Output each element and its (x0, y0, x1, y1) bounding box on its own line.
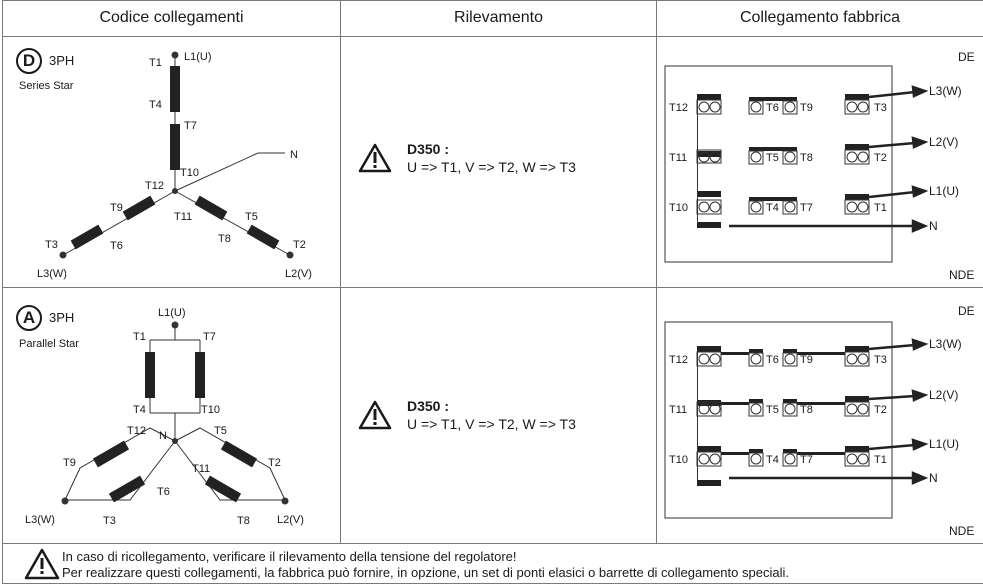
svg-text:T2: T2 (874, 152, 887, 164)
svg-text:T3: T3 (874, 354, 887, 366)
out-l2: L2(V) (929, 388, 958, 402)
nde-label: NDE (949, 268, 975, 282)
svg-text:T10: T10 (669, 454, 688, 466)
winding-blocks (70, 66, 280, 250)
label-t8: T8 (218, 233, 231, 245)
out-l1: L1(U) (929, 437, 959, 451)
label-l2: L2(V) (277, 514, 304, 526)
svg-text:T8: T8 (800, 152, 813, 164)
svg-text:T8: T8 (800, 404, 813, 416)
de-label: DE (958, 304, 975, 318)
de-label: DE (958, 50, 975, 64)
svg-text:T4: T4 (766, 454, 779, 466)
svg-text:T10: T10 (669, 202, 688, 214)
label-t12: T12 (145, 180, 164, 192)
label-t10: T10 (180, 167, 199, 179)
header-rilevamento: Rilevamento (454, 9, 543, 26)
header-codice: Codice collegamenti (99, 9, 244, 26)
out-n: N (929, 219, 938, 233)
label-t1: T1 (133, 331, 146, 343)
out-l1: L1(U) (929, 184, 959, 198)
svg-text:T11: T11 (669, 152, 687, 164)
footer-warning-icon (24, 548, 60, 580)
svg-text:T5: T5 (766, 404, 779, 416)
svg-text:T6: T6 (766, 102, 779, 114)
footer-line-2: Per realizzare questi collegamenti, la f… (62, 565, 789, 580)
out-l3: L3(W) (929, 337, 962, 351)
label-t5: T5 (245, 211, 258, 223)
svg-text:T12: T12 (669, 354, 688, 366)
svg-text:T1: T1 (874, 202, 887, 214)
svg-text:T11: T11 (669, 404, 687, 416)
warning-icon (358, 400, 392, 430)
label-l2: L2(V) (285, 268, 312, 280)
svg-text:T4: T4 (766, 202, 779, 214)
label-t5: T5 (214, 425, 227, 437)
connection-name: Series Star (19, 80, 74, 92)
label-t11: T11 (192, 463, 210, 475)
label-t3: T3 (103, 515, 116, 527)
label-t9: T9 (110, 202, 123, 214)
label-t7: T7 (184, 120, 197, 132)
header-fabbrica: Collegamento fabbrica (739, 9, 901, 26)
connection-name: Parallel Star (19, 338, 79, 350)
sensing-text: U => T1, V => T2, W => T3 (407, 416, 576, 432)
sensing-title: D350 : (407, 141, 450, 157)
label-n: N (290, 149, 298, 161)
phase-label: 3PH (49, 310, 75, 325)
label-t11: T11 (174, 211, 192, 223)
out-l2: L2(V) (929, 135, 958, 149)
label-n: N (159, 430, 167, 442)
label-t1: T1 (149, 57, 162, 69)
svg-text:T1: T1 (874, 454, 887, 466)
label-t8: T8 (237, 515, 250, 527)
label-l3: L3(W) (25, 514, 55, 526)
factory-terminal-board-series: T12 T11 T10 T6 T9 T5 T8 T4 T7 T3 T2 T1 L3(W… (664, 65, 962, 263)
nde-label: NDE (949, 524, 975, 538)
factory-terminal-board-parallel: T12 T11 T10 T6 T9 T5 T8 T4 T7 T3 T2 T1 L3(W… (664, 321, 962, 519)
label-t7: T7 (203, 331, 216, 343)
svg-text:T7: T7 (800, 454, 813, 466)
label-t12: T12 (127, 425, 146, 437)
parallel-star-diagram: L1(U) T1 T7 T4 T10 T12 N T5 T9 T11 T2 T6… (25, 307, 304, 527)
svg-text:T7: T7 (800, 202, 813, 214)
label-t9: T9 (63, 457, 76, 469)
footer-line-1: In caso di ricollegamento, verificare il… (62, 549, 517, 564)
svg-text:T6: T6 (766, 354, 779, 366)
series-star-diagram: L1(U) T1 T4 T7 T10 N T12 T9 T11 T5 T6 T8… (37, 51, 312, 280)
label-t10: T10 (201, 404, 220, 416)
svg-text:T5: T5 (766, 152, 779, 164)
phase-label: 3PH (49, 53, 75, 68)
sensing-title: D350 : (407, 398, 450, 414)
label-t4: T4 (133, 404, 146, 416)
label-l1: L1(U) (158, 307, 186, 319)
sensing-text: U => T1, V => T2, W => T3 (407, 159, 576, 175)
label-t6: T6 (110, 240, 123, 252)
out-l3: L3(W) (929, 84, 962, 98)
label-l3: L3(W) (37, 268, 67, 280)
label-t3: T3 (45, 239, 58, 251)
label-t4: T4 (149, 99, 162, 111)
label-t2: T2 (268, 457, 281, 469)
code-badge-a: A (16, 305, 42, 331)
svg-text:T3: T3 (874, 102, 887, 114)
label-l1: L1(U) (184, 51, 212, 63)
svg-text:T9: T9 (800, 354, 813, 366)
warning-icon (358, 143, 392, 173)
out-n: N (929, 471, 938, 485)
svg-text:T9: T9 (800, 102, 813, 114)
svg-text:T12: T12 (669, 102, 688, 114)
label-t2: T2 (293, 239, 306, 251)
label-t6: T6 (157, 486, 170, 498)
svg-text:T2: T2 (874, 404, 887, 416)
code-badge-d: D (16, 48, 42, 74)
